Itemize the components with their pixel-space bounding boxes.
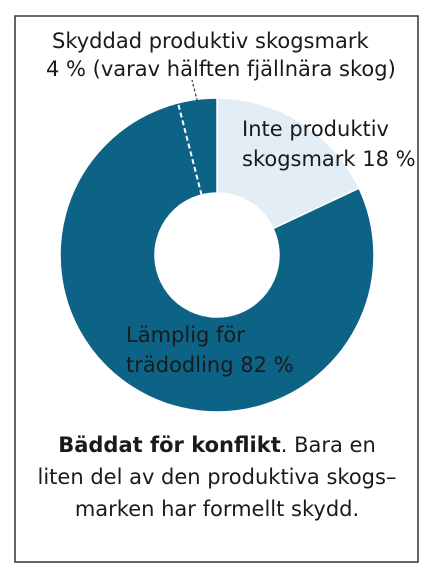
caption-lead: Bäddat för konflikt [58,433,281,457]
caption-text: . Bara en [281,433,376,457]
caption-line: liten del av den produktiva skogs– [38,465,397,489]
leader-line [191,79,198,102]
annotation-label: 4 % (varav hälften fjällnära skog) [46,57,396,81]
donut-segment [59,97,375,413]
caption-line: marken har formellt skydd. [75,497,359,521]
label-backdrop [40,24,385,84]
segment-label: trädodling 82 % [126,353,294,377]
caption-line: Bäddat för konflikt. Bara en [58,433,376,457]
annotation-label: Skyddad produktiv skogsmark [52,29,369,53]
segment-label: skogsmark 18 % [242,147,416,171]
segment-label: Inte produktiv [242,117,389,141]
segment-label: Lämplig för [126,323,245,347]
donut-segment [216,97,361,230]
